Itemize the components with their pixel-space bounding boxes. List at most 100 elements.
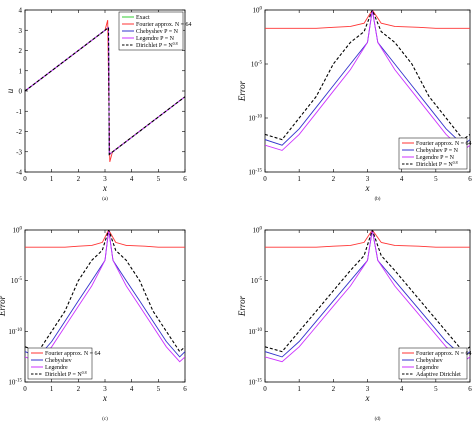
legend: Fourier approx. N = 64ChebyshevLegendreA… bbox=[398, 347, 472, 380]
x-tick-label: 3 bbox=[103, 385, 107, 393]
x-tick-label: 0 bbox=[23, 385, 27, 393]
legend-label: Exact bbox=[136, 15, 150, 21]
y-tick-label: 1 bbox=[19, 67, 23, 75]
x-tick-label: 3 bbox=[366, 175, 370, 183]
series-line-2 bbox=[25, 230, 185, 358]
y-axis-label: Error bbox=[0, 295, 7, 317]
panel-caption: (b) bbox=[375, 197, 381, 202]
y-tick-label: 100 bbox=[253, 7, 263, 15]
x-axis-label: x bbox=[365, 393, 370, 403]
x-tick-label: 2 bbox=[332, 385, 336, 393]
series-group bbox=[25, 19, 185, 163]
series-line-3 bbox=[265, 10, 470, 151]
x-axis-label: x bbox=[365, 183, 370, 193]
legend-label: Chebyshev P = N bbox=[136, 29, 179, 35]
y-tick-label: 10-5 bbox=[251, 277, 263, 285]
x-tick-label: 5 bbox=[434, 385, 438, 393]
x-tick-label: 3 bbox=[366, 385, 370, 393]
x-tick-label: 5 bbox=[157, 175, 161, 183]
y-tick-label: 10-15 bbox=[248, 169, 262, 177]
y-tick-label: -4 bbox=[16, 169, 22, 177]
x-tick-label: 5 bbox=[434, 175, 438, 183]
series-line-3 bbox=[265, 230, 470, 363]
x-tick-label: 1 bbox=[297, 385, 301, 393]
legend-label: Adaptive Dirichlet bbox=[416, 372, 461, 378]
y-axis-label: Error bbox=[237, 295, 247, 317]
chart-panel-d: 0 1 2 3 4 5 6 100 10-5 10-10 10-15 x Error (d) Fourier… bbox=[237, 227, 472, 423]
x-tick-label: 2 bbox=[77, 175, 81, 183]
y-tick-label: 10-15 bbox=[8, 379, 22, 387]
panel-caption: (a) bbox=[102, 197, 108, 202]
legend-label: Fourier approx. N = 64 bbox=[45, 351, 101, 357]
legend: Fourier approx. N = 64ChebyshevLegendreD… bbox=[27, 347, 101, 380]
y-tick-label: 100 bbox=[253, 227, 263, 235]
x-tick-label: 4 bbox=[130, 385, 134, 393]
series-line-1 bbox=[265, 230, 470, 248]
y-tick-label: 10-10 bbox=[248, 115, 262, 123]
legend-label: Chebyshev P = N bbox=[416, 148, 459, 154]
x-axis-label: x bbox=[102, 183, 107, 193]
x-tick-label: 4 bbox=[400, 175, 404, 183]
y-axis-label: Error bbox=[237, 80, 247, 102]
legend-label: Dirichlet P = N0.8 bbox=[136, 41, 178, 49]
x-tick-label: 0 bbox=[23, 175, 27, 183]
y-tick-label: 10-5 bbox=[11, 277, 23, 285]
series-line-2 bbox=[265, 230, 470, 358]
series-group bbox=[265, 230, 470, 363]
y-tick-label: 10-10 bbox=[8, 328, 22, 336]
y-tick-label: 10-5 bbox=[251, 61, 263, 69]
y-tick-label: 0 bbox=[19, 88, 23, 96]
y-axis-label: u bbox=[5, 88, 15, 93]
legend-label: Dirichlet P = N0.8 bbox=[45, 370, 87, 378]
y-tick-label: -2 bbox=[16, 128, 22, 136]
legend-label: Legendre P = N bbox=[416, 155, 455, 161]
y-tick-label: 10-10 bbox=[248, 328, 262, 336]
x-tick-label: 1 bbox=[50, 385, 54, 393]
legend-label: Fourier approx. N = 64 bbox=[416, 351, 472, 357]
chart-panel-b: 0 1 2 3 4 5 6 100 10-5 10-10 10-15 x Error (b) Fourier… bbox=[237, 7, 472, 203]
chart-panel-c: 0 1 2 3 4 5 6 100 10-5 10-10 10-15 x Error (c) Fourier… bbox=[0, 227, 187, 423]
series-line-3 bbox=[25, 230, 185, 363]
x-axis-label: x bbox=[102, 393, 107, 403]
y-tick-label: 4 bbox=[19, 7, 23, 15]
x-tick-label: 5 bbox=[157, 385, 161, 393]
x-tick-label: 4 bbox=[400, 385, 404, 393]
x-tick-label: 6 bbox=[468, 175, 472, 183]
x-tick-label: 6 bbox=[183, 385, 187, 393]
x-tick-label: 1 bbox=[297, 175, 301, 183]
x-tick-label: 2 bbox=[332, 175, 336, 183]
x-tick-label: 6 bbox=[183, 175, 187, 183]
x-tick-label: 0 bbox=[263, 175, 267, 183]
x-tick-label: 6 bbox=[468, 385, 472, 393]
legend-label: Legendre bbox=[45, 365, 68, 371]
series-line-4 bbox=[265, 10, 470, 141]
y-tick-label: 3 bbox=[19, 27, 23, 35]
series-line-1 bbox=[25, 230, 185, 248]
legend-label: Chebyshev bbox=[45, 358, 72, 364]
legend-label: Chebyshev bbox=[416, 358, 443, 364]
legend-label: Fourier approx. N = 64 bbox=[136, 22, 192, 28]
y-tick-label: 2 bbox=[19, 47, 23, 55]
x-tick-label: 1 bbox=[50, 175, 54, 183]
panel-caption: (c) bbox=[102, 417, 108, 422]
legend-label: Fourier approx. N = 64 bbox=[416, 141, 472, 147]
y-tick-label: -3 bbox=[16, 148, 22, 156]
series-group bbox=[265, 10, 470, 151]
series-line-4 bbox=[25, 230, 185, 353]
x-tick-label: 2 bbox=[77, 385, 81, 393]
x-tick-label: 4 bbox=[130, 175, 134, 183]
y-tick-label: 10-15 bbox=[248, 379, 262, 387]
x-tick-label: 0 bbox=[263, 385, 267, 393]
legend-label: Dirichlet P = N0.8 bbox=[416, 160, 458, 168]
legend-label: Legendre bbox=[416, 365, 439, 371]
panel-caption: (d) bbox=[375, 417, 381, 422]
legend-label: Legendre P = N bbox=[136, 36, 175, 42]
y-tick-label: -1 bbox=[16, 108, 22, 116]
series-line-1 bbox=[265, 10, 470, 29]
series-group bbox=[25, 230, 185, 363]
y-tick-label: 100 bbox=[13, 227, 23, 235]
